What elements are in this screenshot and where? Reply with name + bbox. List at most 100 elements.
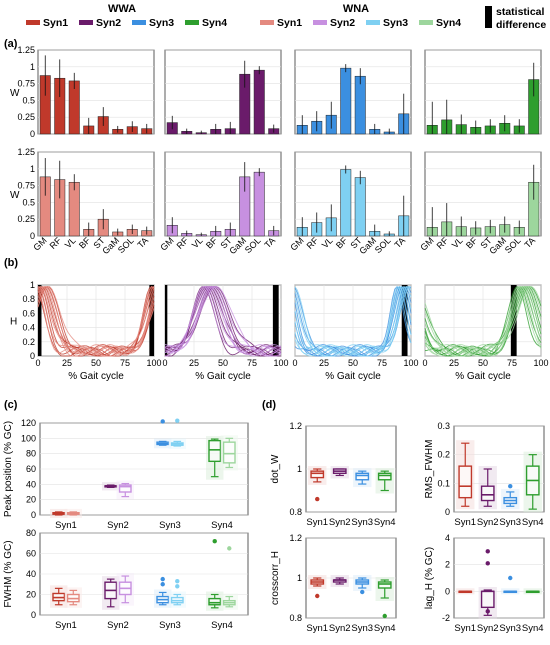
outlier [508,575,513,581]
outlier [485,549,490,554]
x-tick-label: 50 [478,358,488,368]
x-tick-label: Syn4 [211,620,233,631]
y-tick-label: 80 [26,449,36,459]
x-axis-label: % Gait cycle [68,371,124,382]
y-tick-label: 60 [26,549,36,559]
legend-wwa-title: WWA [108,3,136,15]
x-tick-label: 100 [403,358,418,368]
y-tick-label: 1.25 [17,45,35,55]
box [310,470,325,479]
legend-label: Syn4 [436,17,461,29]
box [480,590,495,609]
outlier [485,609,490,614]
y-tick-label: 0.8 [289,507,302,517]
activation-line [294,286,412,354]
x-tick-label: Syn3 [159,520,181,531]
activation-line [294,285,412,354]
weights-wwa-syn3 [294,49,412,135]
y-axis-label: Peak position (% GC) [3,421,14,517]
y-tick-label: 2 [445,560,450,570]
d-crosscorr: 0.8 1 1.2 Syn1 Syn2 Syn3 Syn4 crosscorr_H [270,533,397,634]
x-tick-label: Syn2 [329,517,351,528]
outlier [160,582,165,587]
x-tick-label: GM [418,235,435,252]
y-tick-label: 20 [26,495,36,505]
y-tick-label: 4 [445,533,450,543]
activation-line [37,286,155,356]
x-tick-label: VL [190,235,205,250]
y-tick-label: 0.3 [437,421,450,431]
y-tick-label: 1 [30,164,35,174]
bar [253,69,265,135]
x-tick-label: Syn1 [55,520,77,531]
legend-label: Syn1 [43,17,68,29]
legend-sig-label-1: statistical [496,6,545,18]
activation-syn4: 0 25 50 75 100 % Gait cycle [422,284,549,382]
y-tick-label: 40 [26,569,36,579]
bar [354,177,366,237]
y-tick-label: 0 [445,507,450,517]
y-tick-label: 0.8 [22,294,35,304]
y-tick-label: 0.25 [17,214,35,224]
axes-box [453,537,545,619]
activation-line [37,285,155,357]
x-tick-label: TA [392,235,407,250]
legend-label: Syn2 [330,17,355,29]
significance-band [272,285,279,356]
legend-swatch [185,20,199,25]
outlier [360,589,365,595]
y-axis-label: W [10,88,20,99]
y-axis-label: FWHM (% GC) [3,540,14,607]
x-tick-label: Syn3 [351,623,373,634]
box [458,465,473,499]
x-tick-label: Syn4 [522,517,544,528]
x-tick-label: 0 [422,358,427,368]
weights-wwa-syn1: 0 0.25 0.5 0.75 1 1.25 W [10,45,155,139]
x-tick-label: VL [63,235,78,250]
box [377,581,392,589]
legend-label: Syn2 [96,17,121,29]
box [208,597,222,606]
panel-label-b: (b) [4,257,18,269]
legend-swatch [366,20,380,25]
x-tick-label: 100 [533,358,548,368]
y-tick-label: 1 [30,280,35,290]
legend-swatch [132,20,146,25]
outlier [212,539,217,544]
y-tick-label: 0 [30,129,35,139]
activation-line [37,285,155,354]
y-tick-label: 0.25 [17,112,35,122]
legend-label: Syn3 [149,17,174,29]
x-tick-label: VL [450,235,465,250]
y-tick-label: 1.2 [289,533,302,543]
y-tick-label: 0 [445,586,450,596]
x-tick-label: SOL [503,235,523,255]
legend-swatch [313,20,327,25]
y-tick-label: 0.5 [22,197,35,207]
x-tick-label: BF [464,235,480,251]
activation-syn2: 0 25 50 75 100 % Gait cycle [162,284,289,382]
axes-box [294,49,412,135]
legend-swatch [26,20,40,25]
x-axis-label: % Gait cycle [455,371,511,382]
x-tick-label: RF [175,235,191,251]
y-axis-label: RMS_FWHM [424,440,435,499]
x-tick-label: Syn1 [306,623,328,634]
activation-line [164,285,282,352]
y-tick-label: 0 [31,510,36,520]
y-tick-label: 0.2 [22,337,35,347]
outlier [315,496,320,502]
x-tick-label: Syn2 [329,623,351,634]
y-tick-label: 0 [31,610,36,620]
y-tick-label: 0 [30,231,35,241]
activation-line [37,286,155,356]
legend-sig-label-2: difference [496,19,546,31]
y-tick-label: 0.75 [17,181,35,191]
x-tick-label: TA [135,235,150,250]
activation-line [424,286,542,355]
legend-sig-swatch [485,6,492,28]
legend-swatch [419,20,433,25]
activation-line [164,286,282,354]
